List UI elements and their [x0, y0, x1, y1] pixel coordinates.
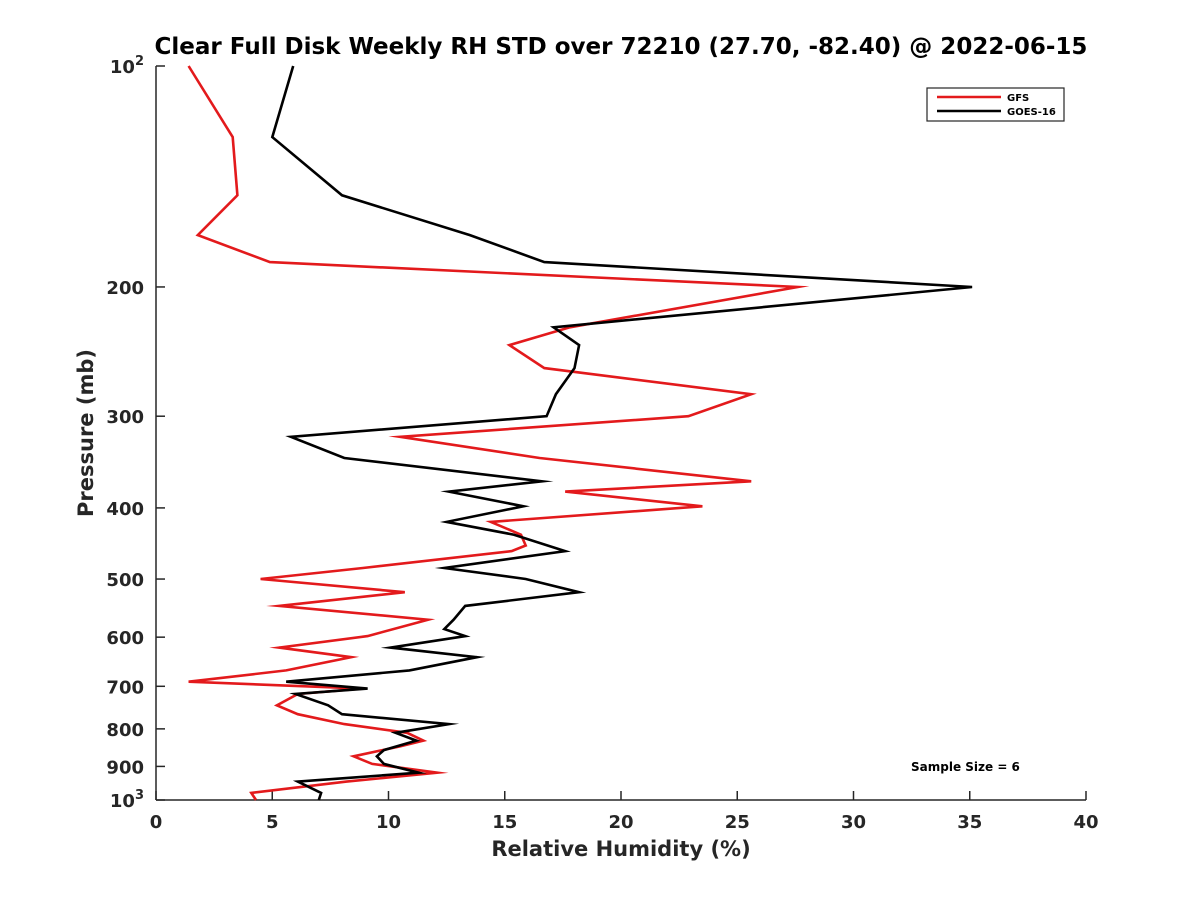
y-tick-label: 103 [110, 788, 144, 812]
y-tick-label: 700 [106, 677, 144, 698]
y-tick-label: 600 [106, 628, 144, 649]
y-tick-label: 800 [106, 720, 144, 741]
sample-size-annotation: Sample Size = 6 [911, 760, 1020, 774]
y-tick-label-base: 700 [106, 677, 144, 698]
x-tick-label: 5 [266, 812, 279, 833]
legend-label-goes16: GOES-16 [1007, 107, 1056, 118]
y-tick-label: 500 [106, 570, 144, 591]
y-tick-label-base: 10 [110, 57, 135, 78]
y-tick-label-base: 10 [110, 791, 135, 812]
y-tick-label-base: 500 [106, 570, 144, 591]
x-tick-label: 20 [608, 812, 633, 833]
x-tick-label: 15 [492, 812, 517, 833]
x-ticks: 0 5 10 15 20 25 30 35 40 [150, 791, 1099, 833]
y-tick-label: 400 [106, 499, 144, 520]
y-tick-label-exponent: 3 [135, 788, 144, 803]
legend: GFS GOES-16 [926, 87, 1065, 122]
series-layer [187, 65, 973, 801]
x-tick-label: 35 [957, 812, 982, 833]
y-tick-label-base: 400 [106, 499, 144, 520]
series-line-gfs [187, 65, 810, 801]
y-tick-label: 102 [110, 54, 144, 78]
y-tick-label-base: 900 [106, 757, 144, 778]
y-tick-label: 300 [106, 407, 144, 428]
x-tick-label: 0 [150, 812, 163, 833]
y-tick-label-exponent: 2 [135, 54, 144, 69]
legend-label-gfs: GFS [1007, 93, 1029, 104]
x-tick-label: 30 [841, 812, 866, 833]
x-axis-title: Relative Humidity (%) [491, 837, 750, 861]
x-tick-label: 25 [725, 812, 750, 833]
y-tick-label: 900 [106, 757, 144, 778]
legend-box [926, 87, 1065, 122]
y-tick-label: 200 [106, 278, 144, 299]
x-tick-label: 40 [1073, 812, 1098, 833]
y-tick-label-base: 600 [106, 628, 144, 649]
y-tick-label-base: 300 [106, 407, 144, 428]
chart-title: Clear Full Disk Weekly RH STD over 72210… [155, 34, 1088, 60]
series-line-goes16 [270, 65, 973, 801]
y-tick-label-base: 800 [106, 720, 144, 741]
y-tick-label-base: 200 [106, 278, 144, 299]
y-axis-title: Pressure (mb) [74, 349, 98, 517]
x-tick-label: 10 [376, 812, 401, 833]
